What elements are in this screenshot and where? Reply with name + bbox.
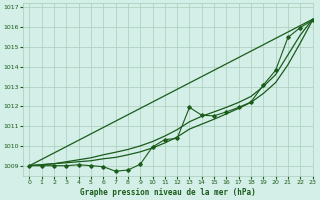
- X-axis label: Graphe pression niveau de la mer (hPa): Graphe pression niveau de la mer (hPa): [80, 188, 256, 197]
